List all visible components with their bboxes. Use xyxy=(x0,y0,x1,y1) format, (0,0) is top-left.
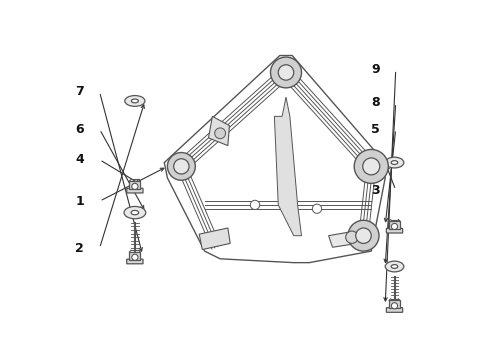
Text: 7: 7 xyxy=(75,85,84,98)
Circle shape xyxy=(354,149,388,183)
FancyBboxPatch shape xyxy=(127,259,143,264)
Circle shape xyxy=(168,153,196,180)
Text: 4: 4 xyxy=(75,153,84,166)
Text: 5: 5 xyxy=(371,123,380,136)
Bar xyxy=(129,252,140,260)
Circle shape xyxy=(356,228,371,243)
FancyBboxPatch shape xyxy=(386,228,403,233)
Ellipse shape xyxy=(385,157,404,168)
Ellipse shape xyxy=(131,99,138,103)
Bar xyxy=(389,300,400,308)
Circle shape xyxy=(363,158,380,175)
Circle shape xyxy=(132,183,138,189)
Text: 3: 3 xyxy=(371,184,380,197)
Circle shape xyxy=(250,200,260,210)
Bar xyxy=(129,181,140,189)
Circle shape xyxy=(215,128,225,139)
Ellipse shape xyxy=(125,95,145,106)
Circle shape xyxy=(392,303,397,309)
Text: 6: 6 xyxy=(75,123,84,136)
FancyBboxPatch shape xyxy=(386,308,403,312)
Text: 1: 1 xyxy=(75,195,84,208)
Polygon shape xyxy=(274,97,301,236)
Circle shape xyxy=(278,65,294,80)
Ellipse shape xyxy=(391,161,398,165)
Ellipse shape xyxy=(391,265,398,269)
Ellipse shape xyxy=(124,206,146,219)
Polygon shape xyxy=(209,116,229,145)
Ellipse shape xyxy=(385,261,404,272)
Polygon shape xyxy=(199,228,230,249)
Text: 8: 8 xyxy=(371,96,380,109)
Circle shape xyxy=(132,254,138,260)
Text: 2: 2 xyxy=(75,242,84,255)
Bar xyxy=(389,221,400,229)
Polygon shape xyxy=(329,230,368,247)
Circle shape xyxy=(392,223,397,230)
Circle shape xyxy=(173,159,189,174)
Circle shape xyxy=(312,204,321,213)
Circle shape xyxy=(270,57,301,88)
Text: 9: 9 xyxy=(371,63,380,76)
Ellipse shape xyxy=(131,211,139,215)
Circle shape xyxy=(348,220,379,251)
Circle shape xyxy=(345,231,358,243)
FancyBboxPatch shape xyxy=(127,188,143,193)
